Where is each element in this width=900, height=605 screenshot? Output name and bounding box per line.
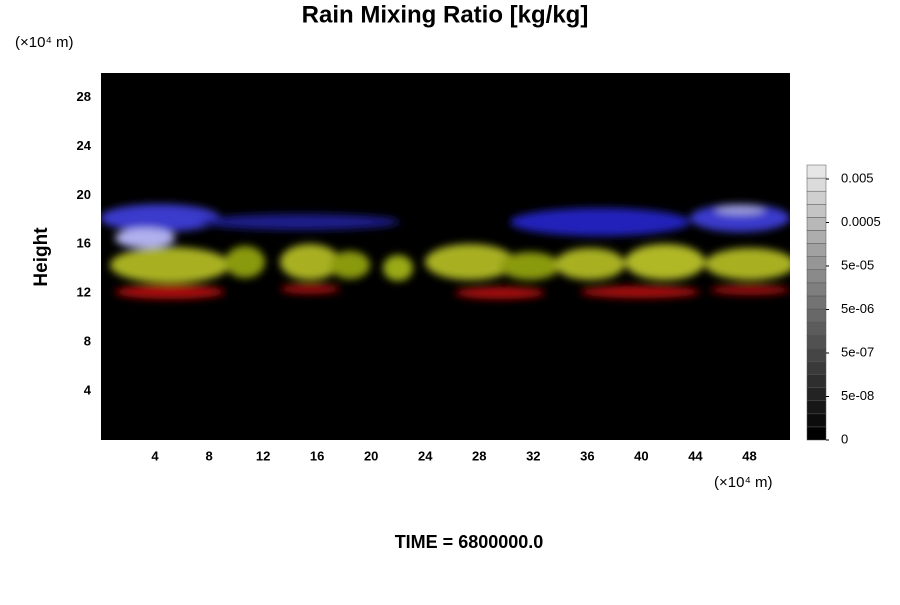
colorbar-swatch bbox=[806, 282, 827, 297]
colorbar-swatch bbox=[806, 426, 827, 441]
y-tick-label: 20 bbox=[77, 187, 91, 202]
colorbar-swatch bbox=[806, 361, 827, 375]
colorbar-swatch bbox=[806, 243, 827, 257]
colorbar-tick-label: 0.005 bbox=[841, 170, 874, 185]
colorbar-tick-label: 5e-06 bbox=[841, 301, 874, 316]
colorbar-swatch bbox=[806, 387, 827, 401]
colorbar-swatch bbox=[806, 334, 827, 349]
x-tick-label: 36 bbox=[580, 448, 594, 463]
x-tick-label: 24 bbox=[418, 448, 433, 463]
colorbar-swatch bbox=[806, 217, 827, 231]
x-tick-label: 48 bbox=[742, 448, 756, 463]
x-tick-label: 4 bbox=[151, 448, 159, 463]
colorbar-tick-label: 5e-05 bbox=[841, 257, 874, 272]
x-unit: (×10⁴ m) bbox=[714, 474, 773, 491]
y-tick-label: 8 bbox=[84, 334, 91, 349]
x-tick-label: 16 bbox=[310, 448, 324, 463]
y-tick-label: 12 bbox=[77, 285, 91, 300]
colorbar-tick-label: 5e-07 bbox=[841, 344, 874, 359]
chart-title: Rain Mixing Ratio [kg/kg] bbox=[302, 1, 589, 28]
y-tick-label: 28 bbox=[77, 89, 91, 104]
colorbar-swatch bbox=[806, 177, 827, 192]
x-tick-label: 8 bbox=[205, 448, 212, 463]
x-tick-label: 12 bbox=[256, 448, 270, 463]
x-tick-label: 40 bbox=[634, 448, 648, 463]
x-tick-label: 28 bbox=[472, 448, 486, 463]
field bbox=[101, 204, 790, 299]
y-tick-label: 16 bbox=[77, 236, 91, 251]
x-tick-label: 44 bbox=[688, 448, 703, 463]
y-unit: (×10⁴ m) bbox=[15, 34, 74, 51]
y-axis-label: Height bbox=[31, 227, 52, 287]
colorbar-swatch bbox=[806, 256, 827, 271]
colorbar-swatch bbox=[806, 413, 827, 428]
colorbar-swatch bbox=[806, 190, 827, 205]
colorbar-swatch bbox=[806, 348, 827, 362]
colorbar-swatch bbox=[806, 204, 827, 218]
x-tick-label: 32 bbox=[526, 448, 540, 463]
colorbar-swatch bbox=[806, 230, 827, 244]
colorbar-tick-label: 5e-08 bbox=[841, 388, 874, 403]
colorbar-swatch bbox=[806, 374, 827, 388]
colorbar-tick-label: 0.0005 bbox=[841, 214, 881, 229]
y-tick-label: 24 bbox=[77, 138, 92, 153]
colorbar-swatch bbox=[806, 321, 827, 336]
colorbar-swatch bbox=[806, 269, 827, 284]
colorbar-swatch bbox=[806, 308, 827, 323]
colorbar-swatch bbox=[806, 400, 827, 415]
footer: TIME = 6800000.0 bbox=[395, 532, 544, 552]
x-tick-label: 20 bbox=[364, 448, 378, 463]
colorbar-swatch bbox=[806, 295, 827, 310]
y-tick-label: 4 bbox=[84, 383, 92, 398]
colorbar-tick-label: 0 bbox=[841, 431, 848, 446]
colorbar-swatch bbox=[806, 164, 827, 179]
